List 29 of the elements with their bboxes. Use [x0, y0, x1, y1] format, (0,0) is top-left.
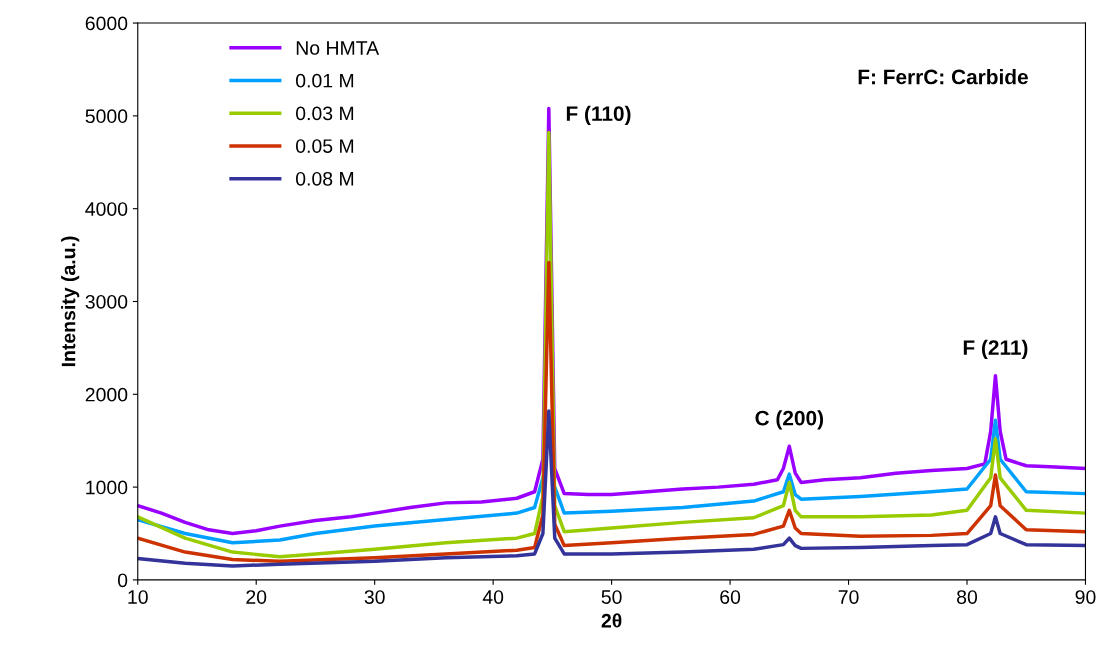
x-axis-title: 2θ [601, 613, 622, 628]
x-tick-label: 60 [720, 590, 741, 604]
annotation: F (211) [963, 339, 1028, 360]
y-tick-label: 2000 [85, 387, 128, 402]
x-tick-label: 40 [482, 590, 504, 604]
y-tick-label: 3000 [85, 294, 128, 309]
y-tick-label: 0 [117, 573, 128, 588]
annotation: C (200) [755, 410, 824, 430]
y-tick-label: 1000 [86, 480, 128, 495]
line-series [137, 409, 1086, 568]
x-tick-label: 70 [838, 590, 859, 604]
y-axis-title: Intensity (a.u.) [61, 236, 80, 367]
annotation: F (110) [566, 105, 631, 126]
x-tick-label: 50 [601, 590, 622, 604]
x-tick-label: 20 [246, 590, 267, 604]
y-tick-label: 6000 [85, 16, 128, 31]
x-tick-label: 80 [957, 590, 978, 604]
x-tick-label: 30 [364, 590, 385, 604]
legend-label: 0.08 M [295, 171, 354, 186]
y-tick-label: 5000 [85, 109, 128, 124]
y-tick-label: 4000 [85, 202, 128, 216]
x-tick-label: 90 [1075, 590, 1096, 604]
legend-label: 0.05 M [295, 139, 354, 153]
legend-label: No HMTA [296, 41, 380, 55]
legend-label: 0.01 M [295, 73, 354, 88]
x-tick-label: 10 [128, 590, 148, 604]
annotation: F: FerrC: Carbide [858, 69, 1028, 85]
legend-label: 0.03 M [295, 106, 354, 121]
line-series [137, 260, 1086, 564]
